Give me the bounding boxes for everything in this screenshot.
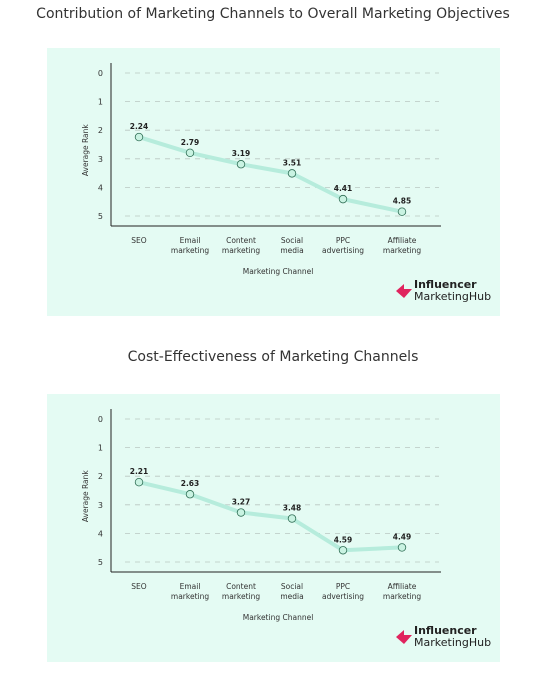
y-tick-label: 0 (98, 415, 103, 424)
x-tick-label: advertising (322, 592, 364, 601)
y-axis-label: Average Rank (81, 124, 90, 177)
x-tick-label: marketing (222, 592, 260, 601)
data-point-marker (338, 546, 348, 555)
x-tick-label: PPC (336, 236, 350, 245)
data-label: 3.51 (283, 158, 302, 167)
data-point-marker (338, 194, 348, 204)
y-tick-label: 4 (98, 183, 103, 192)
logo-mark-icon (396, 284, 412, 298)
y-tick-label: 0 (98, 69, 103, 78)
series-line (137, 480, 404, 553)
x-tick-label: PPC (336, 582, 350, 591)
y-tick-label: 3 (98, 501, 103, 510)
x-tick-label: SEO (131, 236, 146, 245)
x-tick-label: Affiliate (388, 236, 417, 245)
y-tick-label: 2 (98, 126, 103, 135)
x-tick-label: Content (226, 236, 256, 245)
data-label: 4.85 (393, 197, 412, 206)
logo-line-2: MarketingHub (414, 290, 492, 303)
x-tick-label: Email (180, 236, 201, 245)
x-tick-label: Social (281, 582, 303, 591)
x-tick-label: marketing (171, 246, 209, 255)
logo-line-2: MarketingHub (414, 636, 492, 649)
data-label: 4.59 (334, 535, 353, 544)
x-tick-label: media (280, 246, 303, 255)
x-axis-label: Marketing Channel (243, 613, 314, 622)
data-point-marker (185, 490, 195, 499)
chart-title-2: Cost-Effectiveness of Marketing Channels (127, 349, 419, 365)
data-point-marker (287, 514, 297, 523)
data-point-marker (397, 543, 407, 552)
logo-mark-icon (396, 630, 412, 644)
y-tick-label: 4 (98, 529, 103, 538)
x-tick-label: Email (180, 582, 201, 591)
data-label: 2.63 (181, 479, 200, 488)
x-tick-label: marketing (222, 246, 260, 255)
x-tick-label: Affiliate (388, 582, 417, 591)
y-tick-label: 5 (98, 212, 103, 221)
data-label: 3.27 (232, 498, 251, 507)
chart-title-1: Contribution of Marketing Channels to Ov… (36, 6, 510, 22)
data-point-marker (236, 160, 246, 169)
data-point-marker (134, 132, 144, 142)
x-tick-label: marketing (383, 246, 421, 255)
y-tick-label: 1 (98, 98, 103, 107)
data-point-marker (185, 148, 195, 157)
data-point-marker (236, 508, 246, 517)
x-tick-label: marketing (383, 592, 421, 601)
data-point-marker (397, 207, 407, 216)
data-point-marker (287, 169, 297, 178)
series-line (137, 135, 404, 214)
data-label: 2.21 (130, 467, 149, 476)
y-tick-label: 5 (98, 558, 103, 567)
data-label: 2.79 (181, 138, 200, 147)
data-label: 4.41 (334, 184, 353, 193)
y-tick-label: 3 (98, 155, 103, 164)
y-axis-label: Average Rank (81, 470, 90, 523)
x-tick-label: marketing (171, 592, 209, 601)
y-tick-label: 1 (98, 444, 103, 453)
x-tick-label: Content (226, 582, 256, 591)
data-point-marker (134, 478, 144, 487)
x-tick-label: Social (281, 236, 303, 245)
influencer-marketinghub-logo: Influencer MarketingHub (396, 278, 491, 304)
chart-panel-2: 0 1 2 3 4 5 Average Rank SEO Email marketing Conte… (47, 394, 500, 662)
x-tick-label: SEO (131, 582, 146, 591)
y-tick-label: 2 (98, 472, 103, 481)
data-label: 3.48 (283, 504, 302, 513)
x-tick-label: media (280, 592, 303, 601)
logo-line-1: Influencer (414, 278, 477, 291)
data-label: 4.49 (393, 532, 412, 541)
x-axis-label: Marketing Channel (243, 267, 314, 276)
data-label: 3.19 (232, 149, 251, 158)
data-label: 2.24 (130, 122, 149, 131)
x-tick-label: advertising (322, 246, 364, 255)
chart-panel-1: 0 1 2 3 4 5 Average Rank SEO Email marketing Conte… (47, 48, 500, 316)
logo-line-1: Influencer (414, 624, 477, 637)
influencer-marketinghub-logo: Influencer MarketingHub (396, 624, 491, 650)
